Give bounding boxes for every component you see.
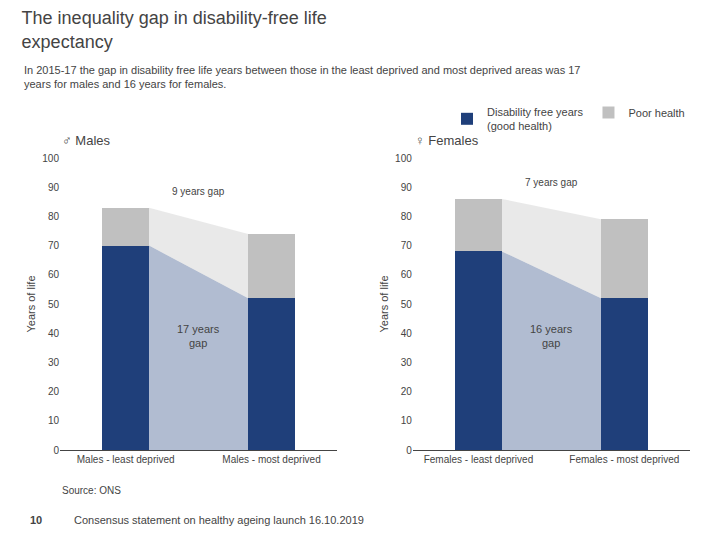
svg-text:10: 10 xyxy=(48,415,60,426)
svg-text:20: 20 xyxy=(48,386,60,397)
svg-text:The inequality gap in disabili: The inequality gap in disability-free li… xyxy=(22,8,327,51)
svg-text:90: 90 xyxy=(48,182,60,193)
svg-text:40: 40 xyxy=(48,328,60,339)
svg-text:Poor health: Poor health xyxy=(628,107,684,119)
svg-text:Females - most deprived: Females - most deprived xyxy=(569,454,679,465)
svg-text:70: 70 xyxy=(401,240,413,251)
svg-text:70: 70 xyxy=(48,240,60,251)
svg-text:Consensus statement on healthy: Consensus statement on healthy ageing la… xyxy=(74,514,364,526)
svg-text:60: 60 xyxy=(48,269,60,280)
svg-text:80: 80 xyxy=(401,211,413,222)
svg-text:♂ Males: ♂ Males xyxy=(62,133,111,148)
svg-text:100: 100 xyxy=(395,153,412,164)
svg-text:♀ Females: ♀ Females xyxy=(415,133,479,148)
svg-text:90: 90 xyxy=(401,182,413,193)
svg-text:0: 0 xyxy=(53,445,59,456)
svg-text:30: 30 xyxy=(48,357,60,368)
svg-text:7 years gap: 7 years gap xyxy=(525,177,578,188)
svg-text:Years of life: Years of life xyxy=(25,275,37,332)
svg-text:30: 30 xyxy=(401,357,413,368)
svg-text:Disability free years(good hea: Disability free years(good health) xyxy=(487,106,583,132)
svg-text:Source: ONS: Source: ONS xyxy=(62,485,121,496)
svg-text:Males - most deprived: Males - most deprived xyxy=(222,454,320,465)
svg-text:Years of life: Years of life xyxy=(378,275,390,332)
svg-text:17 yearsgap: 17 yearsgap xyxy=(177,323,220,349)
svg-text:50: 50 xyxy=(48,299,60,310)
svg-text:16 yearsgap: 16 yearsgap xyxy=(530,323,573,349)
svg-text:10: 10 xyxy=(30,514,42,526)
svg-text:0: 0 xyxy=(406,445,412,456)
svg-text:80: 80 xyxy=(48,211,60,222)
svg-text:10: 10 xyxy=(401,415,413,426)
svg-text:100: 100 xyxy=(42,153,59,164)
svg-text:50: 50 xyxy=(401,299,413,310)
svg-text:Females - least deprived: Females - least deprived xyxy=(424,454,534,465)
svg-text:In 2015-17 the gap in disabili: In 2015-17 the gap in disability free li… xyxy=(24,64,580,90)
svg-text:20: 20 xyxy=(401,386,413,397)
svg-text:Males - least deprived: Males - least deprived xyxy=(77,454,175,465)
svg-text:9 years gap: 9 years gap xyxy=(172,186,225,197)
svg-text:40: 40 xyxy=(401,328,413,339)
svg-text:60: 60 xyxy=(401,269,413,280)
